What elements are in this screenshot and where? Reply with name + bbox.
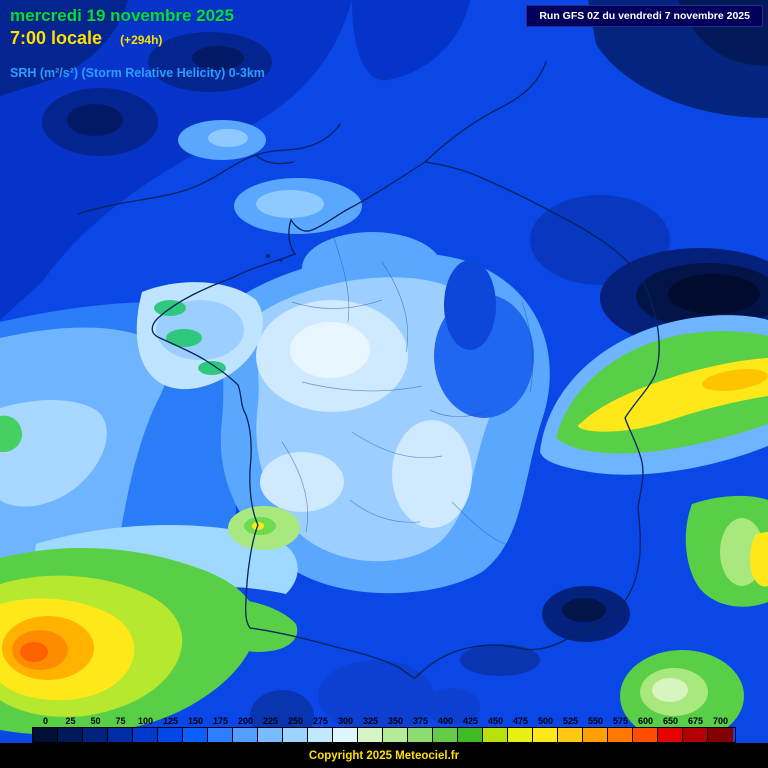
legend-swatch <box>358 728 383 742</box>
legend-value: 450 <box>487 716 504 726</box>
legend-swatch <box>608 728 633 742</box>
time-row: 7:00 locale (+294h) <box>10 28 265 50</box>
legend-value: 500 <box>537 716 554 726</box>
legend-swatch <box>533 728 558 742</box>
legend-swatch <box>133 728 158 742</box>
legend-swatch <box>408 728 433 742</box>
legend-value: 250 <box>287 716 304 726</box>
parameter-text: SRH (m²/s²) (Storm Relative Helicity) 0-… <box>10 65 265 80</box>
legend-value: 225 <box>262 716 279 726</box>
run-info-box: Run GFS 0Z du vendredi 7 novembre 2025 <box>526 5 763 27</box>
legend-value: 675 <box>687 716 704 726</box>
legend-value: 650 <box>662 716 679 726</box>
legend-swatch <box>158 728 183 742</box>
color-scale-legend: 0 25 50 75 100 125 150 175 200 225 250 275 300 325 350… <box>0 716 768 743</box>
legend-value: 475 <box>512 716 529 726</box>
legend-value: 275 <box>312 716 329 726</box>
legend-values: 0 25 50 75 100 125 150 175 200 225 250 275 300 325 350… <box>33 716 735 726</box>
legend-value: 0 <box>42 716 48 726</box>
legend-swatch <box>208 728 233 742</box>
map-field <box>0 0 768 742</box>
belgium-coast <box>424 61 547 163</box>
legend-value: 175 <box>212 716 229 726</box>
legend-swatch <box>233 728 258 742</box>
legend-swatch <box>708 728 733 742</box>
legend-value: 375 <box>412 716 429 726</box>
legend-swatch <box>333 728 358 742</box>
legend-swatch <box>308 728 333 742</box>
legend-value: 200 <box>237 716 254 726</box>
forecast-offset: (+294h) <box>120 33 163 48</box>
england-coast <box>77 145 311 215</box>
legend-swatch <box>183 728 208 742</box>
legend-swatch <box>258 728 283 742</box>
legend-swatch <box>383 728 408 742</box>
legend-swatch <box>483 728 508 742</box>
legend-swatch <box>508 728 533 742</box>
legend-swatch <box>283 728 308 742</box>
legend-value: 25 <box>65 716 76 726</box>
legend-value: 400 <box>437 716 454 726</box>
legend-value: 575 <box>612 716 629 726</box>
legend-value: 350 <box>387 716 404 726</box>
channel-island <box>279 258 283 262</box>
time-text: 7:00 locale <box>10 28 103 49</box>
legend-value: 700 <box>712 716 729 726</box>
legend-swatch <box>58 728 83 742</box>
legend-swatch <box>108 728 133 742</box>
map-borders <box>77 61 660 679</box>
map-department-lines <box>281 231 534 547</box>
copyright-bar: Copyright 2025 Meteociel.fr <box>0 743 768 768</box>
legend-swatch <box>683 728 708 742</box>
legend-value: 425 <box>462 716 479 726</box>
legend-value: 100 <box>137 716 154 726</box>
copyright-text: Copyright 2025 Meteociel.fr <box>308 749 460 762</box>
legend-swatches <box>32 727 736 743</box>
legend-swatch <box>658 728 683 742</box>
legend-value: 125 <box>162 716 179 726</box>
legend-value: 300 <box>337 716 354 726</box>
legend-value: 525 <box>562 716 579 726</box>
legend-swatch <box>558 728 583 742</box>
legend-swatch <box>633 728 658 742</box>
thames-estuary <box>255 154 294 165</box>
legend-value: 50 <box>90 716 101 726</box>
france-outline <box>151 161 660 679</box>
legend-swatch <box>83 728 108 742</box>
legend-value: 75 <box>115 716 126 726</box>
legend-value: 150 <box>187 716 204 726</box>
legend-swatch <box>458 728 483 742</box>
england-coast-ne <box>309 123 341 147</box>
map-header: mercredi 19 novembre 2025 7:00 locale (+… <box>10 6 265 81</box>
legend-swatch <box>433 728 458 742</box>
legend-value: 550 <box>587 716 604 726</box>
date-text: mercredi 19 novembre 2025 <box>10 6 234 25</box>
legend-value: 600 <box>637 716 654 726</box>
legend-swatch <box>583 728 608 742</box>
legend-value: 325 <box>362 716 379 726</box>
channel-island <box>266 254 270 258</box>
legend-swatch <box>33 728 58 742</box>
